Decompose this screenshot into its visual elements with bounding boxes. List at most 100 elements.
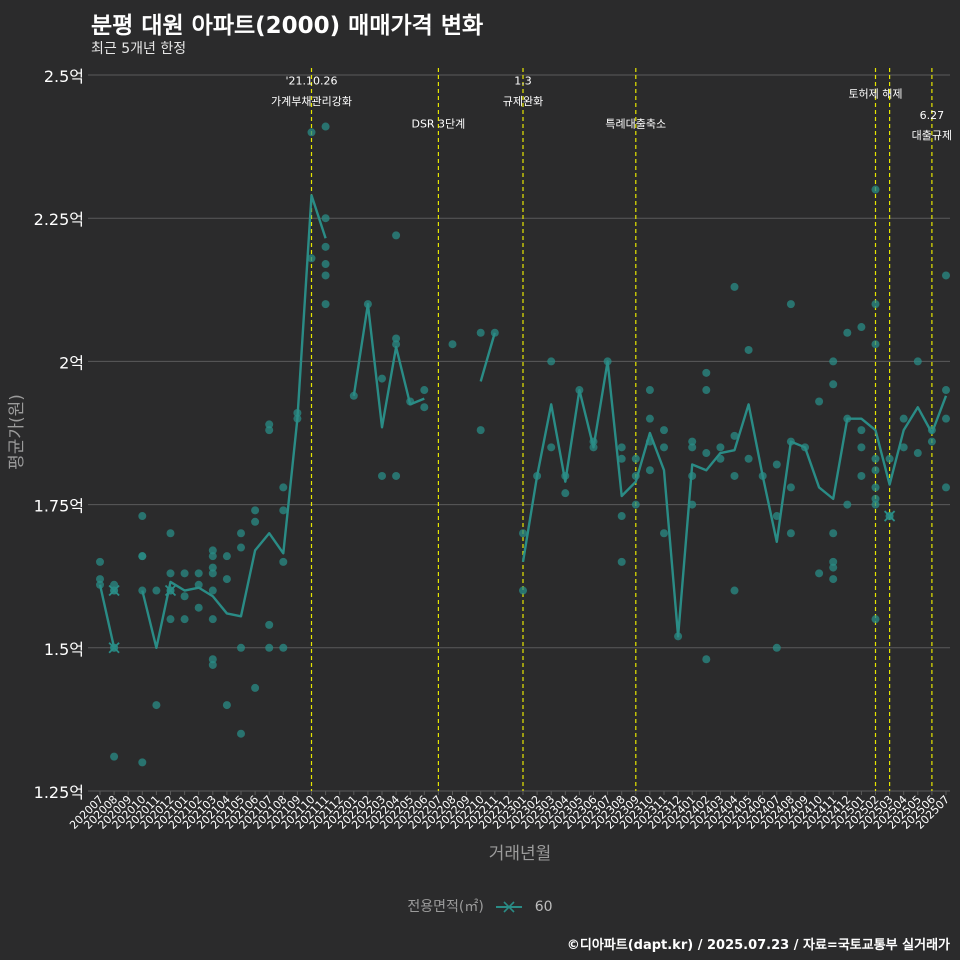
data-point <box>392 471 401 480</box>
data-point <box>871 483 880 492</box>
data-point <box>913 449 922 458</box>
chart-subtitle: 최근 5개년 한정 <box>91 41 187 57</box>
mean-line-segment <box>141 194 327 649</box>
data-point <box>786 529 795 538</box>
data-point <box>645 466 654 475</box>
data-point <box>222 575 231 584</box>
mean-price-line <box>98 194 948 649</box>
data-point <box>265 643 274 652</box>
data-points <box>96 122 950 767</box>
data-point <box>222 552 231 561</box>
data-point <box>110 580 119 589</box>
event-label: 6.27 <box>920 109 945 122</box>
data-point <box>180 615 189 624</box>
data-point <box>815 397 824 406</box>
mean-line-segment <box>352 302 425 429</box>
data-point <box>829 529 838 538</box>
data-point <box>772 460 781 469</box>
data-point <box>857 443 866 452</box>
grid-layer <box>88 74 950 792</box>
data-point <box>645 414 654 423</box>
data-point <box>476 328 485 337</box>
source-caption: ©디아파트(dapt.kr) / 2025.07.23 / 자료=국토교통부 실… <box>566 938 950 953</box>
data-point <box>237 543 245 552</box>
data-point <box>392 340 401 349</box>
event-label: 대출규제 <box>912 129 952 142</box>
data-point <box>180 592 189 601</box>
data-point <box>617 557 626 566</box>
data-point <box>730 471 739 480</box>
data-point <box>645 386 654 395</box>
data-point <box>110 752 119 761</box>
data-point <box>871 466 880 475</box>
data-point <box>913 357 922 366</box>
x-tick-labels: 2020072020082020092020102020112020122021… <box>67 791 952 832</box>
y-tick-label: 2.25억 <box>34 210 84 229</box>
data-point <box>180 569 189 578</box>
data-point <box>871 500 880 509</box>
data-point <box>786 300 795 309</box>
data-point <box>942 414 950 423</box>
data-point <box>631 500 640 509</box>
event-label: '21.10.26 <box>285 75 337 88</box>
data-point <box>702 368 711 377</box>
data-point <box>688 437 697 446</box>
data-point <box>208 615 217 624</box>
data-point <box>617 454 626 463</box>
data-point <box>829 380 838 389</box>
data-point <box>829 563 838 572</box>
y-tick-labels: 1.25억 1.5억 1.75억 2억 2.25억 2.5억 <box>34 67 84 802</box>
data-point <box>279 506 288 515</box>
data-point <box>237 643 245 652</box>
data-point <box>208 660 217 669</box>
data-point <box>899 414 908 423</box>
data-point <box>927 437 936 446</box>
data-point <box>476 426 485 435</box>
data-point <box>829 557 838 566</box>
data-point <box>321 242 330 251</box>
data-point <box>885 454 894 463</box>
data-point <box>660 529 668 538</box>
event-label: 가계부채관리강화 <box>271 95 352 108</box>
chart-title: 분평 대원 아파트(2000) 매매가격 변화 <box>91 13 484 39</box>
data-point <box>871 494 880 503</box>
event-label: 규제완화 <box>503 95 543 108</box>
data-point <box>857 323 866 332</box>
data-point <box>744 454 753 463</box>
data-point <box>899 443 908 452</box>
data-point <box>631 454 640 463</box>
data-point <box>772 512 781 521</box>
data-point <box>265 420 274 429</box>
data-point <box>265 426 274 435</box>
data-point <box>208 655 217 664</box>
legend-swatch-icon <box>496 901 523 913</box>
data-point <box>448 340 457 349</box>
data-point <box>547 357 556 366</box>
y-tick-label: 2.5억 <box>44 67 84 86</box>
data-point <box>152 701 161 710</box>
mean-line-segment <box>521 360 948 638</box>
data-point <box>152 586 161 595</box>
x-axis-title: 거래년월 <box>489 844 552 864</box>
data-point <box>237 529 245 538</box>
data-point <box>279 483 288 492</box>
data-point <box>251 517 260 526</box>
data-point <box>942 483 950 492</box>
data-point <box>871 185 880 194</box>
data-point <box>843 328 852 337</box>
mean-line-segment <box>98 584 116 649</box>
data-point <box>392 231 401 240</box>
data-point <box>321 271 330 280</box>
data-point <box>96 575 104 584</box>
data-point <box>251 506 260 515</box>
mean-line-segment <box>479 332 496 382</box>
data-point <box>942 271 950 280</box>
data-point <box>702 449 711 458</box>
data-point <box>194 580 203 589</box>
x-markers <box>108 510 896 654</box>
data-point <box>208 569 217 578</box>
data-point <box>96 557 104 566</box>
data-point <box>378 471 386 480</box>
data-point <box>519 529 527 538</box>
